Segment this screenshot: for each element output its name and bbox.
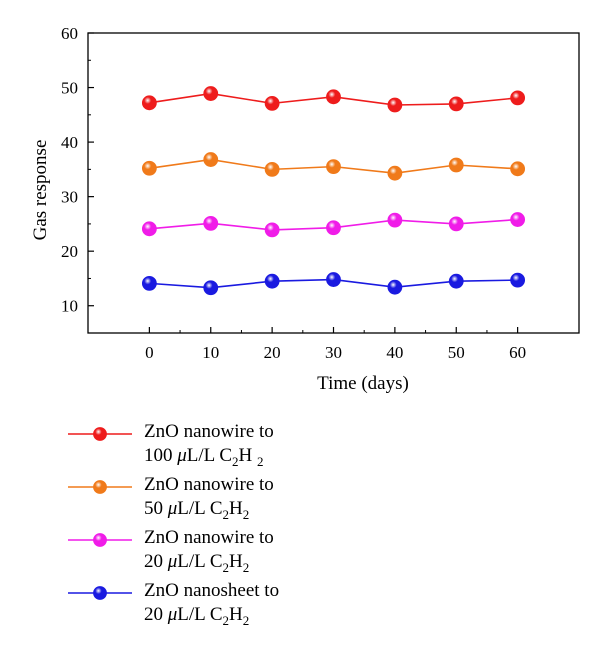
plot-frame [87, 32, 580, 334]
data-point [448, 96, 464, 112]
y-tick-label: 10 [61, 297, 78, 316]
series-s3 [141, 212, 526, 238]
data-point [141, 95, 157, 111]
y-tick-label: 50 [61, 79, 78, 98]
y-axis-title: Gas response [30, 140, 51, 241]
legend-swatch-magenta [68, 533, 132, 547]
data-point [326, 220, 341, 236]
x-tick-label: 30 [325, 343, 342, 362]
data-point [387, 165, 403, 181]
legend-unit: L/L C [177, 498, 223, 519]
data-point [387, 97, 403, 113]
legend-label: ZnO nanowire to 50 μL/L C2H2 [144, 473, 274, 527]
data-point [448, 216, 464, 232]
y-tick-label: 20 [61, 242, 78, 261]
series-s2 [141, 152, 526, 181]
data-point [203, 86, 219, 101]
legend-h: H [229, 551, 243, 572]
x-tick-label: 10 [202, 343, 219, 362]
x-tick-label: 60 [509, 343, 526, 362]
legend-unit-mu: μ [167, 498, 178, 519]
x-tick-label: 20 [264, 343, 281, 362]
legend-label-line1: ZnO nanowire to [144, 421, 274, 442]
legend-unit: L/L C [186, 445, 233, 466]
legend-unit: L/L C [177, 604, 223, 625]
legend-label: ZnO nanowire to 100 μL/L C2H 2 [144, 420, 274, 474]
data-point [264, 273, 280, 289]
data-point [203, 152, 219, 167]
data-point [264, 95, 280, 111]
legend-marker [93, 427, 107, 441]
legend-h: H [229, 498, 243, 519]
legend-unit: L/L C [177, 551, 223, 572]
x-tick-label: 50 [448, 343, 465, 362]
data-point [448, 273, 464, 289]
legend-sub: 2 [242, 506, 250, 522]
legend-label-line1: ZnO nanowire to [144, 527, 274, 548]
data-point [510, 161, 526, 177]
data-point [387, 279, 403, 295]
legend-sub: 2 [222, 559, 230, 575]
data-point [141, 221, 157, 237]
data-point [326, 272, 341, 287]
legend-unit-mu: μ [177, 445, 187, 466]
x-axis-title: Time (days) [317, 373, 409, 394]
data-point [510, 272, 526, 288]
legend: ZnO nanowire to 100 μL/L C2H 2 ZnO nanow… [66, 420, 366, 632]
data-point [203, 215, 219, 231]
legend-qty: 20 [144, 604, 163, 625]
data-point [141, 275, 157, 291]
legend-item-100-nanowire: ZnO nanowire to 100 μL/L C2H 2 [66, 420, 366, 473]
legend-sub: 2 [222, 612, 230, 628]
axis-layer: 0 10 20 30 40 50 60 10 20 30 40 50 60 [61, 24, 526, 362]
series-layer [141, 86, 526, 296]
legend-swatch-orange [68, 480, 132, 494]
legend-marker [93, 480, 107, 494]
y-tick-label: 30 [61, 188, 78, 207]
series-s4 [141, 272, 526, 296]
legend-label-line1: ZnO nanowire to [144, 474, 274, 495]
y-tick-label: 40 [61, 133, 78, 152]
legend-marker [93, 586, 107, 600]
y-tick-label: 60 [61, 24, 78, 43]
legend-sub: 2 [242, 559, 250, 575]
legend-qty: 50 [144, 498, 163, 519]
data-point [448, 157, 464, 173]
data-point [510, 212, 526, 227]
x-tick-label: 40 [386, 343, 403, 362]
legend-qty: 100 [144, 445, 173, 466]
legend-h: H [229, 604, 243, 625]
data-point [264, 222, 280, 238]
legend-sub: 2 [257, 453, 264, 469]
legend-label: ZnO nanosheet to 20 μL/L C2H2 [144, 579, 279, 633]
legend-h: H [238, 445, 253, 466]
data-point [326, 159, 341, 175]
legend-swatch-red [68, 427, 132, 441]
data-point [510, 90, 526, 106]
series-s1 [141, 86, 526, 113]
legend-qty: 20 [144, 551, 163, 572]
data-point [326, 89, 341, 105]
legend-item-20-nanosheet: ZnO nanosheet to 20 μL/L C2H2 [66, 579, 366, 632]
legend-item-50-nanowire: ZnO nanowire to 50 μL/L C2H2 [66, 473, 366, 526]
data-point [264, 161, 280, 177]
legend-item-20-nanowire: ZnO nanowire to 20 μL/L C2H2 [66, 526, 366, 579]
legend-unit-mu: μ [167, 551, 178, 572]
data-point [203, 280, 219, 296]
legend-sub: 2 [232, 453, 239, 469]
legend-sub: 2 [242, 612, 250, 628]
data-point [387, 212, 403, 228]
legend-unit-mu: μ [167, 604, 178, 625]
legend-label: ZnO nanowire to 20 μL/L C2H2 [144, 526, 274, 580]
data-point [141, 160, 157, 176]
x-tick-label: 0 [145, 343, 154, 362]
legend-label-line1: ZnO nanosheet to [144, 580, 280, 601]
legend-marker [93, 533, 107, 547]
legend-swatch-blue [68, 586, 132, 600]
legend-sub: 2 [222, 506, 230, 522]
